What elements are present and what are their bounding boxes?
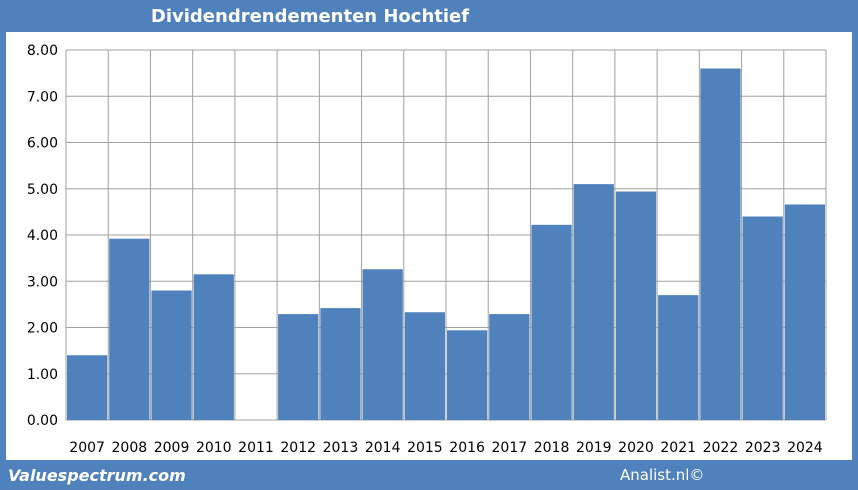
x-tick-label: 2013	[323, 440, 359, 456]
bar	[742, 216, 783, 420]
bar	[784, 204, 825, 420]
x-tick-label: 2019	[576, 440, 612, 456]
y-tick-label: 3.00	[27, 274, 58, 290]
plot-panel: 0.00 1.00 2.00 3.00 4.00 5.00 6.00 7.00 8.00 2007…	[6, 32, 852, 460]
x-tick-label: 2017	[492, 440, 528, 456]
x-tick-label: 2012	[280, 440, 316, 456]
bar	[658, 295, 699, 420]
y-tick-label: 1.00	[27, 367, 58, 383]
y-tick-label: 2.00	[27, 321, 58, 337]
x-tick-label: 2015	[407, 440, 443, 456]
bar	[404, 312, 445, 420]
bar	[615, 191, 657, 420]
x-tick-label: 2010	[196, 440, 232, 456]
x-tick-label: 2014	[365, 440, 401, 456]
bar-chart: 0.00 1.00 2.00 3.00 4.00 5.00 6.00 7.00 8.00 2007…	[27, 43, 827, 456]
bar	[362, 269, 403, 420]
bar	[151, 290, 192, 420]
x-tick-label: 2020	[618, 440, 654, 456]
y-tick-label: 7.00	[27, 89, 58, 105]
y-tick-label: 6.00	[27, 136, 58, 152]
x-tick-label: 2008	[112, 440, 148, 456]
bar	[447, 330, 488, 420]
x-tick-label: 2009	[154, 440, 190, 456]
bar	[67, 355, 108, 420]
bar	[193, 274, 234, 420]
y-tick-label: 8.00	[27, 43, 58, 59]
x-tick-label: 2016	[449, 440, 485, 456]
copyright-label: Analist.nl©	[620, 466, 705, 484]
x-tick-label: 2018	[534, 440, 570, 456]
y-tick-label: 0.00	[27, 413, 58, 429]
bar	[109, 238, 150, 420]
x-tick-label: 2023	[745, 440, 781, 456]
bar	[573, 184, 614, 420]
bar	[700, 68, 741, 420]
x-tick-label: 2007	[69, 440, 105, 456]
chart-title: Dividendrendementen Hochtief	[150, 6, 470, 27]
x-tick-label: 2011	[238, 440, 274, 456]
source-label: Valuespectrum.com	[8, 466, 186, 485]
y-tick-label: 4.00	[27, 228, 58, 244]
x-tick-label: 2024	[787, 440, 823, 456]
y-tick-label: 5.00	[27, 182, 58, 198]
bar	[278, 314, 319, 420]
x-tick-label: 2022	[703, 440, 739, 456]
bar	[320, 308, 361, 420]
bar	[531, 224, 572, 420]
x-tick-label: 2021	[660, 440, 696, 456]
bar	[489, 314, 530, 420]
